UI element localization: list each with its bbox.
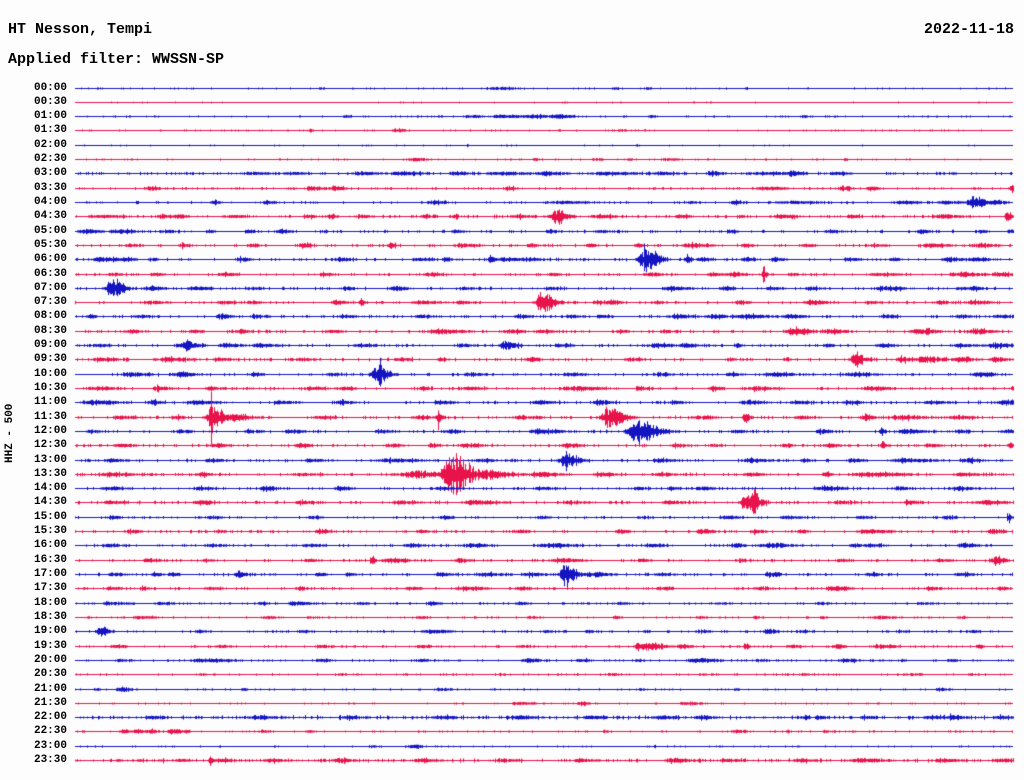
trace-label-12:00: 12:00 [33,425,67,437]
trace-label-20:30: 20:30 [33,668,67,680]
trace-label-09:30: 09:30 [33,353,67,365]
trace-label-11:30: 11:30 [33,411,67,423]
date-label: 2022-11-18 [923,21,1014,38]
trace-label-05:30: 05:30 [33,239,67,251]
trace-label-10:00: 10:00 [33,368,67,380]
trace-label-08:00: 08:00 [33,310,67,322]
trace-label-03:00: 03:00 [33,167,67,179]
trace-label-22:00: 22:00 [33,711,67,723]
trace-label-07:30: 07:30 [33,296,67,308]
trace-label-15:00: 15:00 [33,511,67,523]
trace-label-16:30: 16:30 [33,554,67,566]
station-title: HT Nesson, Tempi [8,21,153,38]
trace-label-10:30: 10:30 [33,382,67,394]
trace-label-20:00: 20:00 [33,654,67,666]
trace-label-14:30: 14:30 [33,496,67,508]
trace-label-18:00: 18:00 [33,597,67,609]
trace-label-22:30: 22:30 [33,725,67,737]
trace-label-01:00: 01:00 [33,110,67,122]
trace-label-04:30: 04:30 [33,210,67,222]
trace-label-13:30: 13:30 [33,468,67,480]
trace-label-02:30: 02:30 [33,153,67,165]
trace-label-15:30: 15:30 [33,525,67,537]
trace-label-06:00: 06:00 [33,253,67,265]
trace-label-04:00: 04:00 [33,196,67,208]
trace-label-18:30: 18:30 [33,611,67,623]
trace-label-14:00: 14:00 [33,482,67,494]
trace-label-19:30: 19:30 [33,640,67,652]
trace-label-23:30: 23:30 [33,754,67,766]
trace-label-02:00: 02:00 [33,139,67,151]
trace-label-17:00: 17:00 [33,568,67,580]
trace-label-21:00: 21:00 [33,683,67,695]
trace-label-13:00: 13:00 [33,454,67,466]
trace-label-00:30: 00:30 [33,96,67,108]
trace-label-00:00: 00:00 [33,82,67,94]
trace-label-16:00: 16:00 [33,539,67,551]
trace-label-17:30: 17:30 [33,582,67,594]
trace-label-03:30: 03:30 [33,182,67,194]
trace-label-11:00: 11:00 [33,396,67,408]
trace-label-08:30: 08:30 [33,325,67,337]
trace-label-01:30: 01:30 [33,124,67,136]
trace-label-19:00: 19:00 [33,625,67,637]
trace-label-23:00: 23:00 [33,740,67,752]
trace-label-12:30: 12:30 [33,439,67,451]
filter-label: Applied filter: WWSSN-SP [8,51,225,68]
trace-label-21:30: 21:30 [33,697,67,709]
trace-label-06:30: 06:30 [33,268,67,280]
trace-label-09:00: 09:00 [33,339,67,351]
trace-label-05:00: 05:00 [33,225,67,237]
trace-label-07:00: 07:00 [33,282,67,294]
